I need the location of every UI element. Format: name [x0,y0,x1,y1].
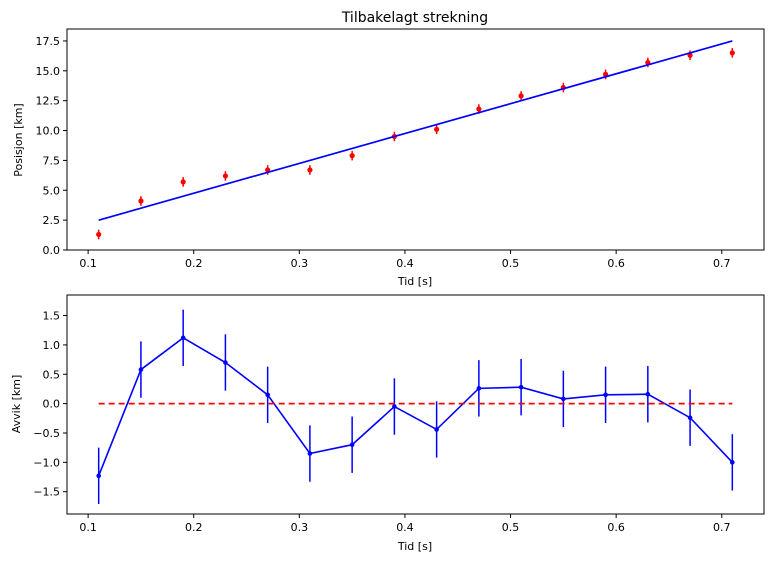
residual-data-point [603,392,608,398]
position-chart-marks [96,40,735,240]
residual-data-point [392,404,397,409]
residual-chart-x-ticks: 0.1 0.2 0.3 0.4 0.5 0.6 0.7 [79,514,731,534]
position-chart-frame [66,28,765,251]
residual-data-point [138,367,144,372]
position-chart-y-ticks: 0.0 2.5 5.0 7.5 10.0 12.5 15.0 17.5 [36,35,67,257]
residual-x-tick-label: 0.3 [291,521,309,534]
residual-chart: 0.1 0.2 0.3 0.4 0.5 0.6 0.7 1.5 1.0 0.5 0.0 −0.5 −1… [10,294,765,553]
position-chart-plot [66,28,765,251]
residual-chart-plot [66,294,765,515]
position-data-point [476,106,482,112]
residual-data-point [561,396,566,402]
residual-data-point [730,460,735,465]
residual-y-tick-label: −1.0 [33,456,60,469]
residual-chart-y-ticks: 1.5 1.0 0.5 0.0 −0.5 −1.0 −1.5 [33,310,67,499]
residual-data-point [518,384,524,390]
position-chart-title: Tilbakelagt strekning [341,10,488,26]
residual-data-point [687,415,693,421]
position-y-tick-label: 0.0 [43,244,61,257]
residual-data-point [645,391,651,397]
position-x-tick-label: 0.7 [713,257,731,270]
position-data-point [96,231,102,238]
residual-chart-x-label: Tid [s] [397,540,432,553]
position-data-point [180,179,186,185]
residual-data-point [307,451,313,456]
residual-data-point [223,360,228,365]
position-y-tick-label: 12.5 [36,95,61,108]
residual-x-tick-label: 0.2 [185,521,203,534]
residual-data-point [434,427,439,432]
position-data-point [518,93,524,99]
residual-x-tick-label: 0.5 [502,521,520,534]
position-x-tick-label: 0.2 [185,257,203,270]
residual-y-tick-label: −1.5 [33,486,60,499]
residual-x-tick-label: 0.7 [713,521,731,534]
position-fit-line [98,40,733,221]
residual-data-point [180,335,186,341]
position-data-point [307,167,313,173]
position-data-point [222,173,229,179]
position-x-tick-label: 0.4 [396,257,414,270]
position-data-point [434,126,440,132]
position-y-tick-label: 2.5 [43,214,61,227]
residual-chart-frame [66,294,765,515]
residual-x-tick-label: 0.1 [79,521,97,534]
residual-data-point [96,473,101,479]
residual-chart-y-label: Avvik [km] [10,375,23,434]
position-data-point [729,50,735,56]
residual-y-tick-label: −0.5 [33,427,60,440]
position-chart-x-label: Tid [s] [397,275,432,288]
residual-data-point [349,442,355,448]
position-y-tick-label: 5.0 [43,184,61,197]
residual-y-tick-label: 0.5 [43,368,61,381]
position-data-point [138,198,144,204]
position-data-point [349,153,355,159]
residual-y-tick-label: 1.5 [43,310,61,323]
position-x-tick-label: 0.3 [291,257,309,270]
residual-y-tick-label: 0.0 [43,398,61,411]
position-x-tick-label: 0.5 [502,257,520,270]
position-chart-x-ticks: 0.1 0.2 0.3 0.4 0.5 0.6 0.7 [79,250,731,270]
residual-y-tick-label: 1.0 [43,339,61,352]
residual-x-tick-label: 0.4 [396,521,414,534]
residual-data-point [476,386,482,391]
position-y-tick-label: 17.5 [36,35,61,48]
position-x-tick-label: 0.1 [79,257,97,270]
position-chart: Tilbakelagt strekning 0.1 0.2 0.3 0.4 0.5 0.6… [12,10,765,288]
residual-x-tick-label: 0.6 [607,521,625,534]
residual-chart-marks [96,309,735,505]
position-y-tick-label: 10.0 [36,125,61,138]
position-x-tick-label: 0.6 [607,257,625,270]
residual-data-point [265,392,270,398]
position-y-tick-label: 7.5 [43,154,61,167]
position-chart-y-label: Posisjon [km] [12,103,25,176]
position-y-tick-label: 15.0 [36,65,61,78]
residual-line [97,336,733,477]
